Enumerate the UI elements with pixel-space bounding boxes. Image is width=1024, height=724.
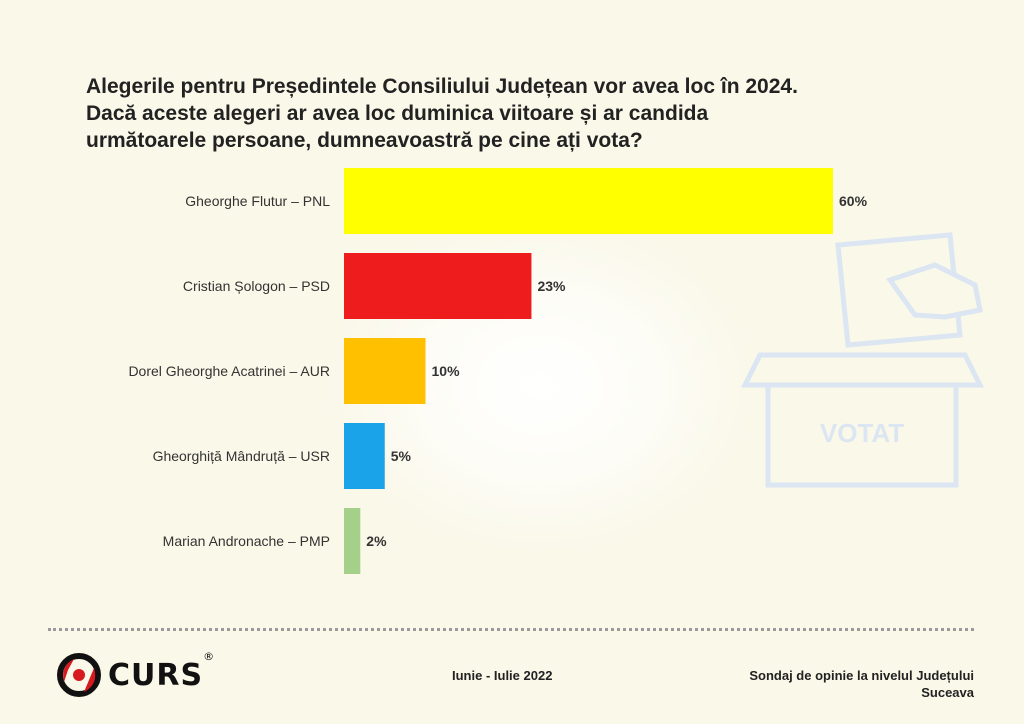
ballot-box-body bbox=[765, 382, 959, 488]
ballot-box-outline bbox=[740, 232, 985, 488]
value-label-2: 10% bbox=[432, 363, 461, 379]
survey-source: Sondaj de opinie la nivelul Județului Su… bbox=[749, 667, 974, 701]
value-label-1: 23% bbox=[537, 278, 566, 294]
survey-date: Iunie - Iulie 2022 bbox=[452, 668, 553, 683]
category-label-0: Gheorghe Flutur – PNL bbox=[185, 193, 330, 209]
category-label-1: Cristian Șologon – PSD bbox=[183, 278, 330, 294]
watermark-text: VOTAT bbox=[820, 418, 904, 448]
category-label-2: Dorel Gheorghe Acatrinei – AUR bbox=[128, 363, 330, 379]
value-label-3: 5% bbox=[391, 448, 412, 464]
registered-mark: ® bbox=[203, 649, 216, 663]
bar-0 bbox=[344, 168, 833, 234]
value-label-4: 2% bbox=[366, 533, 387, 549]
source-line-2: Suceava bbox=[921, 685, 974, 700]
title-line-2: Dacă aceste alegeri ar avea loc duminica… bbox=[86, 102, 709, 125]
hand-shape bbox=[885, 262, 983, 320]
bar-2 bbox=[344, 338, 426, 404]
footer-divider bbox=[48, 628, 974, 631]
curs-logo-icon bbox=[57, 653, 101, 697]
bar-1 bbox=[344, 253, 532, 319]
bar-4 bbox=[344, 508, 361, 574]
value-label-0: 60% bbox=[839, 193, 868, 209]
source-line-1: Sondaj de opinie la nivelul Județului bbox=[749, 668, 974, 683]
chart-title: Alegerile pentru Președintele Consiliulu… bbox=[86, 73, 946, 154]
brand-text: CURS bbox=[108, 657, 204, 693]
ballot-box-lid bbox=[740, 352, 985, 388]
category-label-3: Gheorghiță Mândruță – USR bbox=[153, 448, 330, 464]
ballot-box-icon: VOTAT bbox=[740, 232, 985, 488]
category-label-4: Marian Andronache – PMP bbox=[163, 533, 330, 549]
curs-logo: CURS ® bbox=[56, 650, 214, 700]
bar-chart: Gheorghe Flutur – PNL 60% Cristian Șologon… bbox=[128, 168, 868, 574]
title-line-3: următoarele persoane, dumneavoastră pe c… bbox=[86, 129, 643, 152]
curs-logo-wordmark: CURS ® bbox=[108, 650, 214, 693]
title-line-1: Alegerile pentru Președintele Consiliulu… bbox=[86, 75, 798, 98]
bar-3 bbox=[344, 423, 385, 489]
